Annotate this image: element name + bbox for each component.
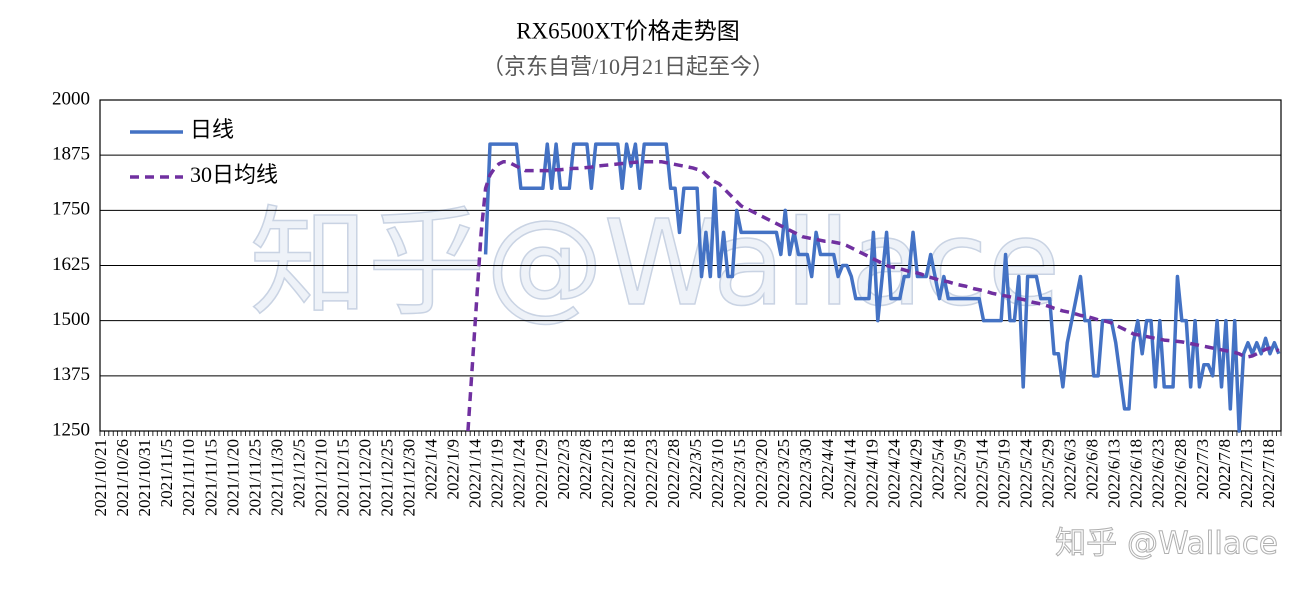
series-line [483, 142, 1281, 433]
x-tick-label: 2022/4/29 [906, 439, 925, 508]
x-tick-label: 2022/5/9 [950, 439, 969, 499]
x-tick-label: 2022/4/19 [862, 439, 881, 508]
x-tick-label: 2021/12/25 [378, 439, 397, 516]
x-tick-label: 2022/2/18 [620, 439, 639, 508]
x-tick-label: 2021/11/25 [245, 439, 264, 516]
x-tick-label: 2022/3/20 [752, 439, 771, 508]
x-tick-label: 2022/6/8 [1083, 439, 1102, 499]
x-tick-label: 2022/6/13 [1105, 439, 1124, 508]
x-tick-label: 2022/3/15 [730, 439, 749, 508]
x-tick-label: 2022/6/18 [1127, 439, 1146, 508]
x-tick-label: 2022/3/30 [796, 439, 815, 508]
x-tick-label: 2022/2/13 [598, 439, 617, 508]
y-tick-label: 1500 [52, 309, 90, 330]
x-tick-label: 2021/12/5 [289, 439, 308, 508]
x-tick-label: 2022/3/10 [708, 439, 727, 508]
x-tick-label: 2021/10/31 [135, 439, 154, 516]
x-tick-label: 2022/2/28 [664, 439, 683, 508]
x-tick-label: 2022/5/4 [928, 439, 947, 500]
x-tick-label: 2022/5/24 [1017, 439, 1036, 508]
series-line [466, 160, 1280, 432]
legend-label: 30日均线 [190, 162, 278, 187]
x-tick-label: 2022/4/14 [840, 439, 859, 508]
watermark: 知乎 @Wallace [1055, 526, 1278, 562]
x-tick-label: 2022/2/8 [576, 439, 595, 499]
x-tick-label: 2021/12/20 [356, 439, 375, 516]
x-tick-label: 2022/5/29 [1039, 439, 1058, 508]
legend-label: 日线 [190, 117, 234, 142]
x-tick-label: 2022/1/24 [510, 439, 529, 508]
x-tick-label: 2022/1/9 [444, 439, 463, 499]
y-tick-label: 1250 [52, 419, 90, 440]
x-tick-label: 2022/7/18 [1259, 439, 1278, 508]
x-tick-label: 2021/11/10 [179, 439, 198, 516]
y-tick-label: 2000 [52, 88, 90, 109]
x-tick-label: 2022/1/29 [532, 439, 551, 508]
x-tick-label: 2022/1/4 [422, 439, 441, 500]
x-tick-label: 2021/11/5 [157, 439, 176, 507]
x-tick-label: 2021/12/10 [311, 439, 330, 516]
y-tick-label: 1625 [52, 254, 90, 275]
x-tick-label: 2022/5/14 [972, 439, 991, 508]
y-tick-label: 1375 [52, 364, 90, 385]
x-tick-label: 2022/7/8 [1215, 439, 1234, 499]
x-tick-label: 2022/1/19 [488, 439, 507, 508]
x-tick-label: 2022/6/3 [1061, 439, 1080, 499]
y-tick-label: 1875 [52, 144, 90, 165]
x-tick-label: 2022/6/23 [1149, 439, 1168, 508]
x-tick-label: 2021/11/15 [201, 439, 220, 516]
x-tick-label: 2022/6/28 [1171, 439, 1190, 508]
x-tick-label: 2022/2/23 [642, 439, 661, 508]
x-tick-label: 2022/3/5 [686, 439, 705, 499]
x-tick-label: 2022/5/19 [994, 439, 1013, 508]
x-tick-label: 2022/1/14 [466, 439, 485, 508]
chart-title: RX6500XT价格走势图 [516, 18, 740, 43]
x-tick-label: 2021/12/15 [333, 439, 352, 516]
y-tick-label: 1750 [52, 199, 90, 220]
chart-subtitle: （京东自营/10月21日起至今） [482, 54, 774, 79]
x-tick-label: 2022/7/13 [1237, 439, 1256, 508]
plot-border [99, 99, 1282, 432]
x-tick-label: 2022/4/24 [884, 439, 903, 508]
x-tick-label: 2022/2/3 [554, 439, 573, 499]
x-tick-label: 2022/4/4 [818, 439, 837, 500]
x-tick-label: 2022/3/25 [774, 439, 793, 508]
x-tick-label: 2021/12/30 [400, 439, 419, 516]
x-tick-label: 2021/11/20 [223, 439, 242, 516]
watermark: 知乎@Wallace [250, 194, 1061, 332]
x-tick-label: 2022/7/3 [1193, 439, 1212, 499]
x-tick-label: 2021/10/26 [113, 439, 132, 516]
x-tick-label: 2021/10/21 [91, 439, 110, 516]
x-tick-label: 2021/11/30 [267, 439, 286, 516]
